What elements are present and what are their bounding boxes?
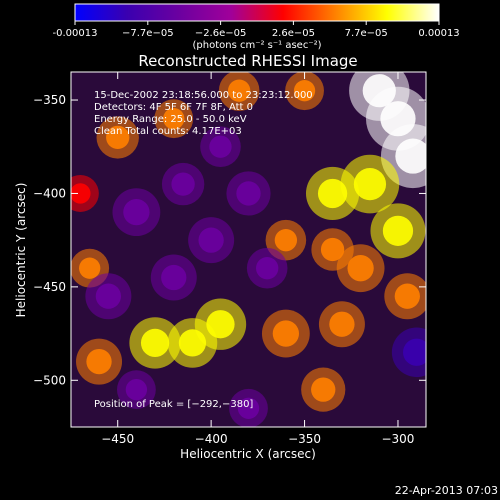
heatmap-blob-core [394,283,420,309]
heatmap-blob-core [198,227,224,253]
heatmap-blob-core [71,183,91,204]
heatmap-blob-core [317,178,348,209]
colorbar-tick-label: −7.7e−05 [122,28,174,39]
x-tick-label: −400 [195,432,228,446]
annotation-line: 15-Dec-2002 23:18:56.000 to 23:23:12.000 [94,90,313,101]
peak-position-label: Position of Peak = [−292,−380] [94,399,253,410]
y-tick-label: −350 [33,93,66,107]
heatmap-blob-core [227,79,251,102]
footer-timestamp: 22-Apr-2013 07:03 [395,484,498,497]
y-axis-ticks: −350 −400 −450 −500 [33,93,426,387]
annotation-line: Energy Range: 25.0 - 50.0 keV [94,114,247,125]
heatmap-image [71,72,426,427]
chart-title: Reconstructed RHESSI Image [138,52,357,70]
heatmap-blob-core [163,108,185,130]
heatmap-blob-core [311,377,336,402]
colorbar-unit-label: (photons cm⁻² s⁻¹ asec⁻²) [192,40,321,51]
heatmap-blob-core [329,311,355,337]
heatmap-blob-core [237,397,260,419]
heatmap-blob-core [140,328,170,358]
heatmap-blob-core [395,138,426,174]
heatmap-blob-core [347,255,374,282]
heatmap-blob-core [320,237,345,262]
colorbar-tick-label: −2.6e−05 [195,28,247,39]
heatmap-blob-core [123,198,150,226]
y-tick-label: −450 [33,280,66,294]
colorbar-tick-label: 2.6e−05 [272,28,315,39]
heatmap-blob-core [106,125,130,150]
annotation-line: Detectors: 4F 5F 6F 7F 8F, Att 0 [94,102,253,113]
x-axis-ticks: −450 −400 −350 −300 [101,72,414,446]
heatmap-blob-core [353,167,387,201]
colorbar-ticks: -0.00013 −7.7e−05 −2.6e−05 2.6e−05 7.7e−05 0.… [53,21,460,39]
heatmap-blob-core [161,264,187,291]
y-axis-label: Heliocentric Y (arcsec) [14,183,28,318]
heatmap-blob-core [382,215,414,246]
heatmap-blob-core [256,257,279,280]
y-tick-label: −400 [33,186,66,200]
colorbar [74,3,440,22]
colorbar-tick-label: 0.00013 [418,28,459,39]
colorbar-tick-label: -0.00013 [53,28,98,39]
heatmap-blob-core [86,348,112,375]
annotation-line: Clean Total counts: 4.17E+03 [94,126,242,137]
heatmap-blob-core [125,378,148,401]
heatmap-blob-core [95,283,122,309]
heatmap-blob-core [236,181,261,206]
heatmap-blob-core [171,172,195,196]
heatmap-blob-core [362,74,396,108]
colorbar-tick-label: 7.7e−05 [345,28,388,39]
heatmap-blob-core [79,257,101,279]
x-tick-label: −300 [381,432,414,446]
heatmap-blob-core [293,80,316,102]
heatmap-blob-core [209,135,232,158]
heatmap-blob-core [403,338,426,366]
heatmap-blob-core [274,228,298,252]
heatmap-blob-core [178,329,207,357]
annotation-block: 15-Dec-2002 23:18:56.000 to 23:23:12.000… [94,90,313,137]
plot-frame [70,71,427,428]
x-tick-label: −450 [101,432,134,446]
heatmap-blob-core [272,320,300,347]
y-tick-label: −500 [33,373,66,387]
x-axis-label: Heliocentric X (arcsec) [180,447,316,461]
x-tick-label: −350 [288,432,321,446]
